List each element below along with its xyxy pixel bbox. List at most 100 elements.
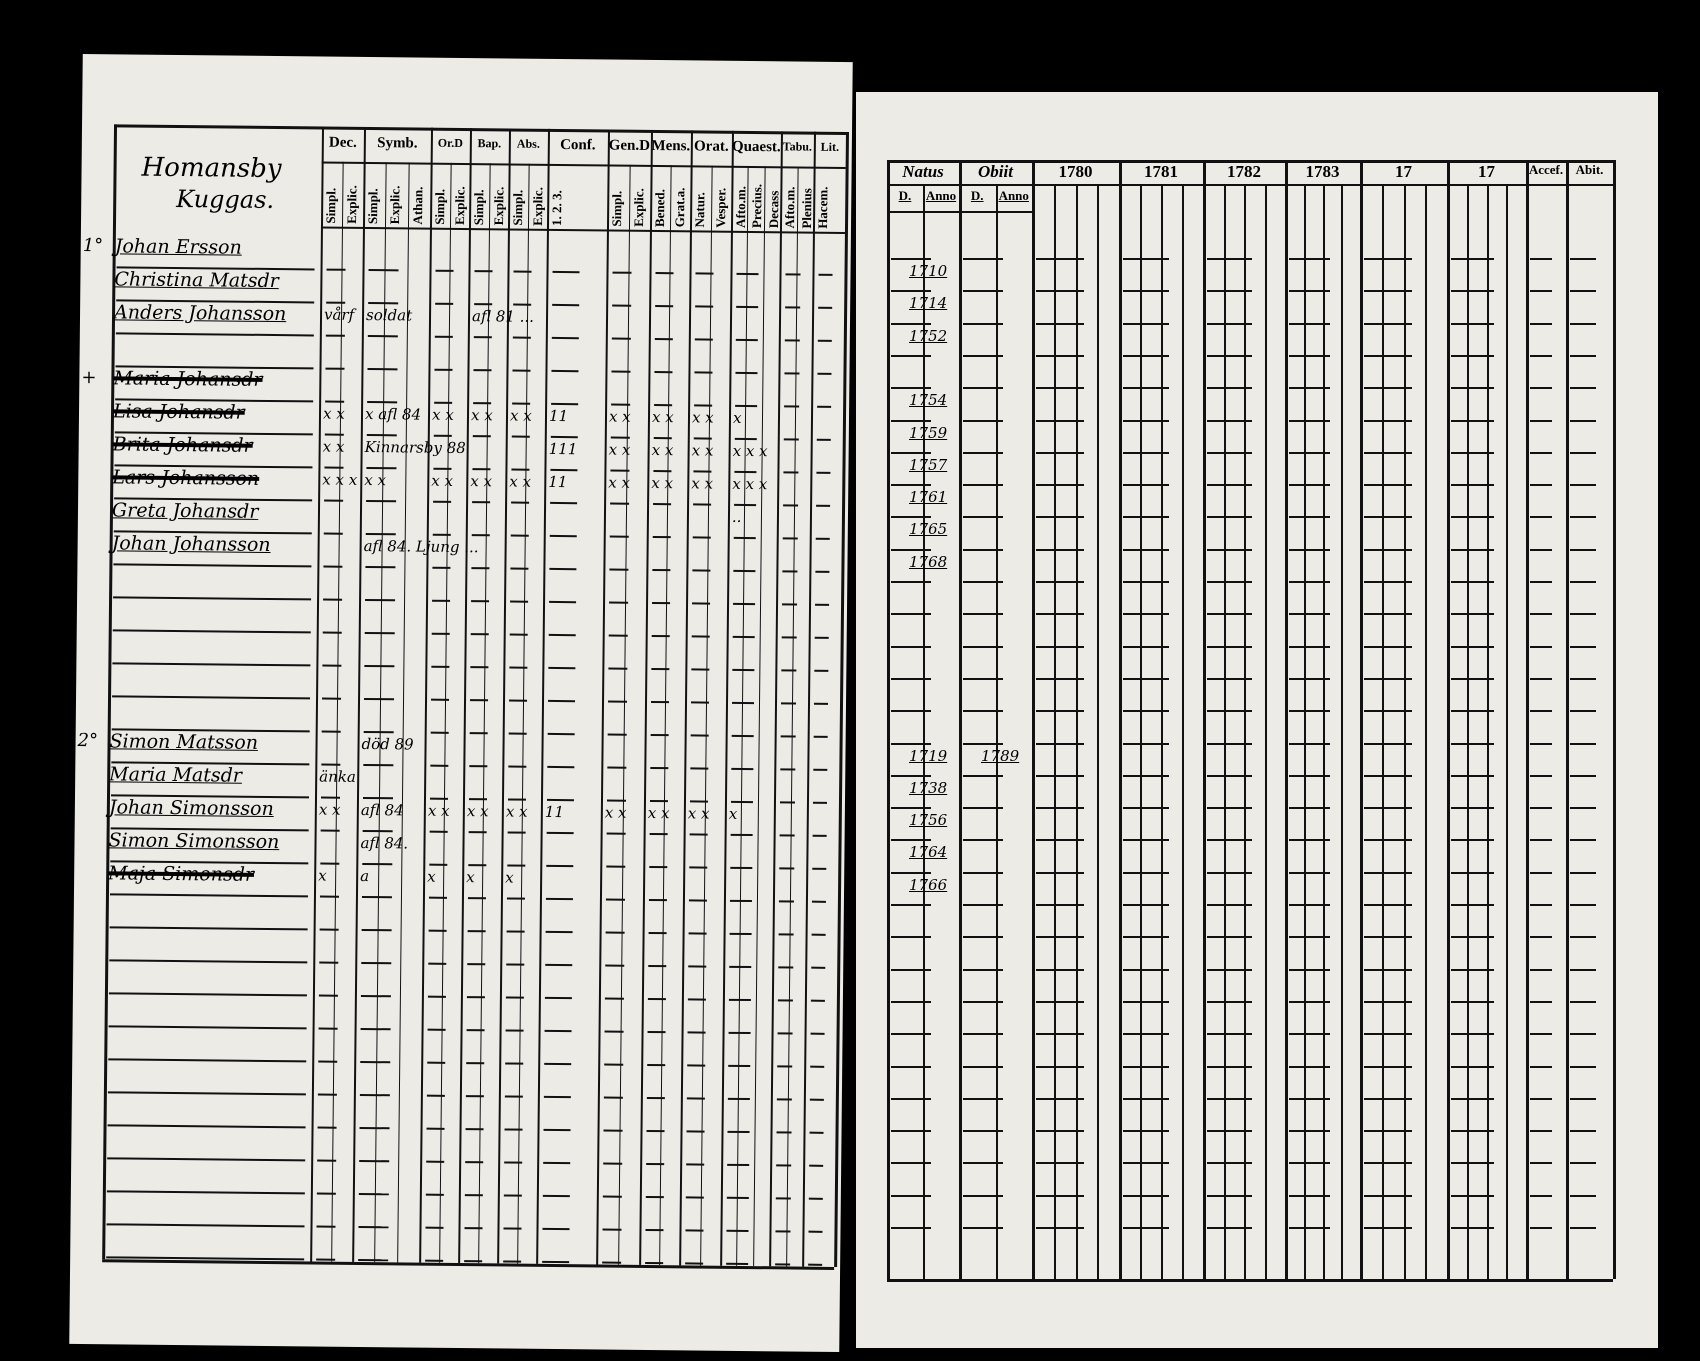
column-rule: [1360, 160, 1363, 1279]
register-mark: x afl 84: [364, 404, 422, 424]
cell-rule: [1570, 1130, 1596, 1133]
cell-rule: [430, 764, 448, 767]
cell-rule: [729, 899, 752, 903]
cell-rule: [1570, 904, 1596, 906]
left-page: Homansby Kuggas. Dec. Simpl. Explic. Symb. S…: [69, 54, 853, 1352]
cell-rule: [317, 1126, 337, 1129]
cell-rule: [503, 1194, 522, 1197]
cell-rule: [891, 354, 931, 357]
cell-rule: [362, 796, 394, 800]
cell-rule: [1364, 936, 1412, 939]
cell-rule: [358, 1225, 389, 1229]
cell-rule: [611, 370, 631, 373]
register-mark: död 89: [361, 734, 414, 754]
cell-rule: [316, 1225, 336, 1228]
cell-rule: [1207, 1033, 1253, 1036]
cell-rule: [1123, 290, 1170, 293]
cell-rule: [776, 1164, 792, 1167]
cell-rule: [727, 1163, 750, 1167]
subcolumn-rule: [736, 165, 749, 1266]
cell-rule: [1289, 968, 1331, 971]
cell-rule: [1036, 1227, 1084, 1229]
cell-rule: [1364, 548, 1412, 551]
register-mark: Kinnarsby 88: [364, 437, 466, 458]
cell-rule: [1207, 258, 1253, 260]
subcolumn-rule: [1425, 184, 1428, 1279]
cell-rule: [507, 864, 525, 867]
cell-rule: [814, 636, 830, 639]
register-mark: änka: [319, 767, 356, 786]
cell-rule: [543, 1161, 571, 1165]
cell-rule: [963, 387, 1004, 390]
column-rule: [458, 128, 473, 1264]
cell-rule: [367, 368, 398, 371]
subcolumn-rule: [1506, 184, 1509, 1279]
cell-rule: [364, 697, 395, 701]
column-group-header: Abit.: [1575, 162, 1604, 177]
cell-rule: [323, 565, 343, 568]
cell-rule: [432, 566, 450, 569]
cell-rule: [609, 568, 629, 571]
register-mark: x x: [687, 804, 710, 823]
cell-rule: [319, 928, 339, 931]
birth-year: 1759: [909, 423, 948, 442]
cell-rule: [891, 419, 931, 422]
cell-rule: [1570, 1097, 1596, 1100]
cell-rule: [813, 768, 828, 771]
cell-rule: [1530, 936, 1552, 939]
column-subheader: Explic.: [630, 188, 646, 227]
cell-rule: [654, 338, 673, 341]
cell-rule: [1123, 710, 1170, 713]
column-rule: [1526, 160, 1529, 1279]
cell-rule: [652, 568, 671, 572]
cell-rule: [318, 1060, 338, 1063]
name-row-line: [113, 563, 312, 568]
person-name: Maria Matsdr: [109, 763, 243, 787]
cell-rule: [1570, 807, 1596, 810]
cell-rule: [1530, 871, 1552, 874]
person-name: Maria Johansdr: [113, 367, 263, 391]
cell-rule: [782, 603, 797, 606]
cell-rule: [687, 998, 707, 1001]
register-mark: x x: [505, 802, 528, 821]
cell-rule: [891, 484, 931, 487]
register-mark: x x: [322, 404, 345, 423]
cell-rule: [1036, 613, 1084, 616]
cell-rule: [428, 962, 446, 965]
cell-rule: [690, 734, 710, 737]
register-mark: x x: [651, 407, 674, 427]
cell-rule: [503, 1227, 522, 1230]
cell-rule: [542, 1260, 570, 1264]
cell-rule: [963, 451, 1004, 454]
cell-rule: [654, 371, 673, 374]
cell-rule: [605, 931, 625, 934]
cell-rule: [1530, 968, 1552, 971]
register-mark: x x x: [732, 441, 768, 461]
cell-rule: [695, 272, 714, 275]
column-subheader: Natur.: [691, 192, 708, 228]
cell-rule: [1289, 1097, 1331, 1100]
cell-rule: [606, 832, 626, 835]
cell-rule: [465, 1161, 483, 1164]
row-marker: 1°: [82, 235, 104, 257]
cell-rule: [653, 470, 672, 473]
cell-rule: [891, 258, 931, 260]
cell-rule: [1207, 710, 1253, 713]
cell-rule: [1364, 1194, 1412, 1197]
cell-rule: [645, 1228, 664, 1232]
name-row-line: [109, 893, 308, 898]
register-mark: x x: [322, 437, 345, 456]
column-rule: [1119, 160, 1122, 1279]
cell-rule: [1036, 322, 1084, 325]
cell-rule: [1530, 290, 1552, 293]
cell-rule: [1036, 742, 1084, 745]
cell-rule: [466, 996, 485, 999]
cell-rule: [464, 1194, 483, 1197]
column-rule: [1032, 160, 1035, 1279]
cell-rule: [734, 470, 757, 474]
cell-rule: [464, 1227, 483, 1230]
cell-rule: [359, 1159, 390, 1163]
cell-rule: [1451, 1033, 1495, 1036]
cell-rule: [469, 765, 487, 768]
cell-rule: [364, 631, 395, 635]
